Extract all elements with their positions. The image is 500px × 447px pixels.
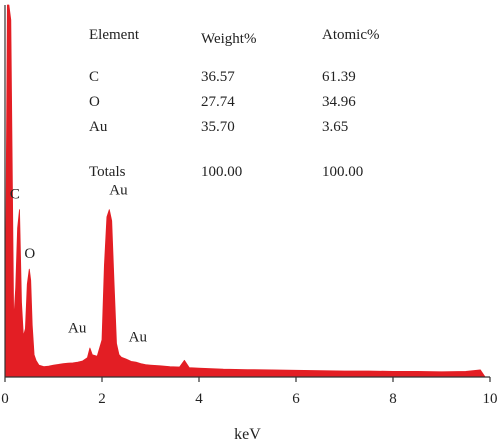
table-totals-weight: 100.00 [201,164,242,180]
table-header-element: Element [89,27,140,43]
table-totals-label: Totals [89,164,126,180]
x-tick-label: 2 [98,391,106,407]
table-row-c-weight: 36.57 [201,69,235,85]
peak-labels: C O Au Au Au [10,183,148,346]
table-row-c-atomic: 61.39 [322,69,356,85]
x-tick-label: 0 [1,391,9,407]
peak-label: Au [129,330,148,346]
table-row-o-element: O [89,94,100,110]
table-row-au-atomic: 3.65 [322,119,348,135]
peak-label: Au [109,183,128,199]
table-row-o-weight: 27.74 [201,94,235,110]
table-totals-atomic: 100.00 [322,164,363,180]
x-tick-label: 4 [195,391,203,407]
x-tick-label: 10 [483,391,498,407]
table-row-au-element: Au [89,119,108,135]
peak-label: C [10,186,20,202]
peak-label: Au [68,320,87,336]
spectrum-fill [4,4,486,378]
x-ticks: 0 2 4 6 8 10 [1,377,498,407]
table-row-o-atomic: 34.96 [322,94,356,110]
x-tick-label: 8 [389,391,397,407]
x-axis-label: keV [234,426,261,443]
table-row-c-element: C [89,69,99,85]
plot-area [4,4,486,378]
table-row-au-weight: 35.70 [201,119,235,135]
table-header-weight: Weight% [201,31,256,47]
peak-label: O [24,246,35,262]
composition-table: Element Weight% Atomic% C 36.57 61.39 O … [89,27,380,180]
x-tick-label: 6 [292,391,300,407]
table-header-atomic: Atomic% [322,27,380,43]
